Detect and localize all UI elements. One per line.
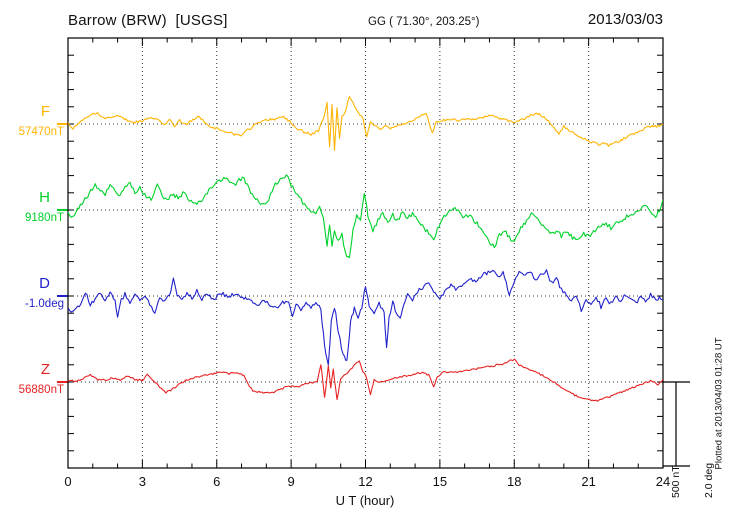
hour-label-24: 24 bbox=[655, 474, 671, 489]
hour-label-3: 3 bbox=[138, 474, 146, 489]
geographic-coordinates: GG ( 71.30°, 203.25°) bbox=[368, 16, 480, 28]
hour-label-9: 9 bbox=[287, 474, 295, 489]
component-baseline-H: 9180nT bbox=[24, 212, 64, 224]
component-baseline-F: 57470nT bbox=[18, 126, 64, 138]
hour-label-15: 15 bbox=[432, 474, 448, 489]
trace-D bbox=[68, 269, 663, 366]
hour-label-18: 18 bbox=[507, 474, 522, 489]
x-axis-title: U T (hour) bbox=[335, 493, 395, 508]
hour-label-6: 6 bbox=[213, 474, 221, 489]
hour-label-12: 12 bbox=[358, 474, 373, 489]
scale-bar-nt-label: 500 nT bbox=[670, 465, 682, 498]
component-baseline-D: -1.0deg bbox=[24, 298, 64, 310]
hour-label-21: 21 bbox=[581, 474, 596, 489]
component-baseline-Z: 56880nT bbox=[18, 384, 64, 396]
plotted-at-note: Plotted at 2013/04/03 01:28 UT bbox=[713, 337, 725, 470]
component-letter-D: D bbox=[39, 275, 50, 292]
component-letter-Z: Z bbox=[40, 361, 50, 378]
hour-label-0: 0 bbox=[64, 474, 72, 489]
trace-F bbox=[68, 96, 663, 152]
component-letter-H: H bbox=[39, 189, 50, 206]
trace-Z bbox=[68, 358, 663, 402]
component-letter-F: F bbox=[40, 103, 50, 120]
trace-H bbox=[68, 174, 663, 259]
plot-date: 2013/03/03 bbox=[587, 11, 663, 28]
station-title: Barrow (BRW) [USGS] bbox=[68, 12, 228, 29]
